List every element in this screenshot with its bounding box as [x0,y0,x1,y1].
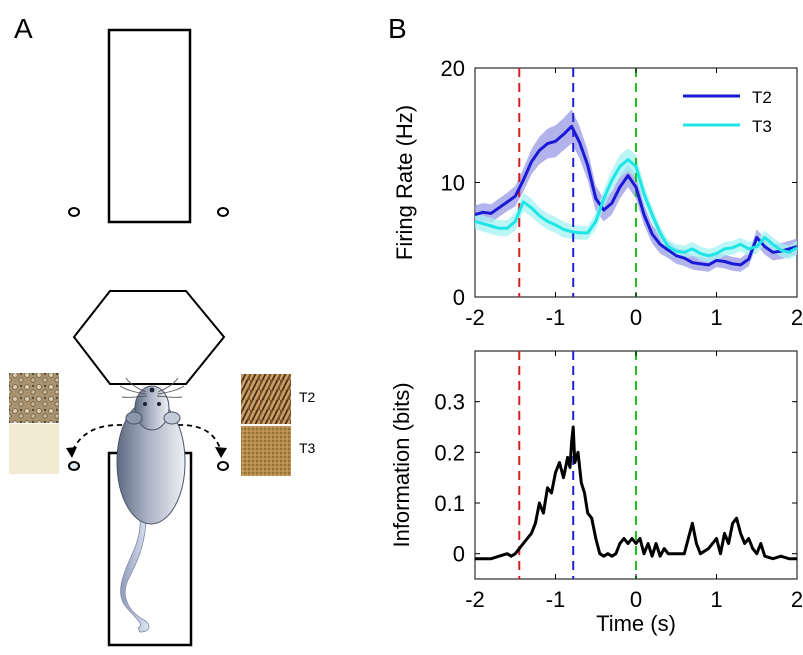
legend-label-t3: T3 [752,117,772,136]
texture-left-smooth [9,424,59,474]
panel-label-a: A [14,13,33,44]
arrow-left-head [66,447,77,458]
reward-port-upper-left [68,207,80,217]
reward-port-left [68,461,80,471]
information-chart: -2 -1 0 1 2 0 0.1 0.2 0.3 Information (bits) Time … [389,350,803,636]
texture-left-rough [9,373,59,423]
texture-swatches: T2 T3 [9,373,316,476]
x-axis-label: Time (s) [596,611,676,636]
y-tick-label: 0 [453,542,465,567]
x-tick-label: 1 [710,305,722,330]
x-tick-label: 2 [791,587,803,612]
x-tick-label: 1 [710,587,722,612]
y-tick-label: 0.3 [434,390,465,415]
series-line-t3 [474,158,798,258]
y-tick-label: 0 [453,285,465,310]
series-line-info [475,425,797,561]
arrow-right-path [177,424,222,453]
reward-port-right [217,461,229,471]
legend-label-t2: T2 [752,88,772,107]
maze-diagram [66,28,229,647]
rat-eye-right [157,402,161,406]
rat-whiskers [119,377,185,398]
y-tick-label: 0.1 [434,491,465,516]
x-tick-label: 0 [630,305,642,330]
arrow-right-head [215,447,227,458]
y-axis-label: Firing Rate (Hz) [392,105,417,260]
x-tick-label: -1 [546,305,566,330]
texture-t3-swatch [241,426,291,476]
reward-port-upper-right [217,207,229,217]
y-tick-label: 20 [441,56,465,81]
rat-tail [120,504,150,633]
arrow-left-path [71,424,123,453]
x-tick-label: 2 [791,305,803,330]
x-tick-label: -2 [465,305,485,330]
panel-label-b: B [388,13,407,44]
rat-illustration [116,377,186,633]
rat-nose [149,387,155,393]
x-tick-label: -2 [465,587,485,612]
y-axis-label: Information (bits) [389,382,414,547]
texture-t2-swatch [241,374,291,424]
x-tick-label: 0 [630,587,642,612]
upper-arm [107,28,192,224]
rat-ear-left [125,411,143,425]
texture-t2-label: T2 [299,389,316,405]
series-line-t2 [474,124,798,267]
texture-t3-label: T3 [299,440,316,456]
y-tick-label: 10 [441,171,465,196]
hexagon-chamber [72,290,226,385]
y-tick-label: 0.2 [434,440,465,465]
rat-head [134,385,170,431]
rat-eye-left [143,402,147,406]
x-tick-label: -1 [546,587,566,612]
rat-ear-right [163,411,181,425]
